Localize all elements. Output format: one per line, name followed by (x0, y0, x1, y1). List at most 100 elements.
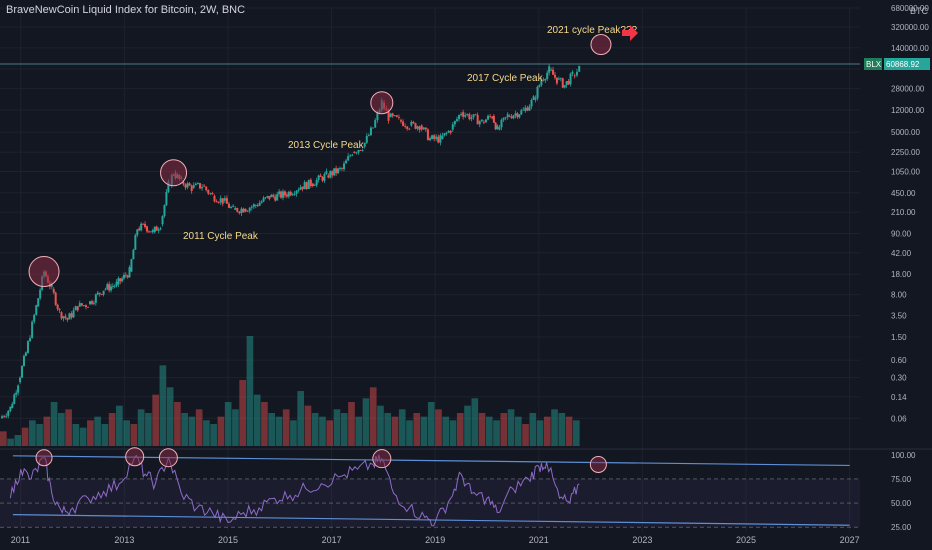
candle-body[interactable] (106, 284, 109, 289)
candle-body[interactable] (283, 191, 286, 196)
candle-body[interactable] (100, 294, 103, 295)
candle-body[interactable] (439, 135, 442, 143)
candle-body[interactable] (544, 79, 547, 81)
candle-body[interactable] (347, 156, 350, 161)
candle-body[interactable] (68, 313, 71, 320)
candle-body[interactable] (256, 205, 259, 206)
candle-body[interactable] (192, 185, 195, 188)
candle-body[interactable] (140, 223, 143, 231)
candle-body[interactable] (281, 191, 284, 198)
candle-body[interactable] (5, 415, 8, 417)
candle-body[interactable] (449, 130, 452, 133)
candle-body[interactable] (496, 125, 499, 130)
time-axis[interactable]: 2011 2013 2015 2017 2019 2021 2023 2025 2027 (11, 535, 860, 545)
candle-body[interactable] (399, 120, 402, 122)
candle-body[interactable] (361, 150, 364, 152)
candle-body[interactable] (299, 187, 302, 190)
candle-body[interactable] (203, 185, 206, 187)
candle-body[interactable] (223, 198, 226, 201)
candle-body[interactable] (186, 183, 189, 188)
candle-body[interactable] (21, 366, 24, 378)
candle-body[interactable] (369, 127, 372, 136)
candle-body[interactable] (122, 274, 125, 279)
candle-body[interactable] (113, 285, 116, 287)
candle-body[interactable] (74, 306, 77, 311)
candle-body[interactable] (512, 115, 515, 119)
candle-body[interactable] (39, 289, 42, 299)
candle-body[interactable] (526, 107, 529, 111)
candle-body[interactable] (321, 177, 324, 181)
candle-body[interactable] (211, 193, 214, 195)
candle-body[interactable] (553, 74, 556, 78)
candle-body[interactable] (484, 119, 487, 123)
candle-body[interactable] (144, 223, 147, 228)
candle-body[interactable] (11, 403, 14, 409)
candle-body[interactable] (50, 284, 53, 287)
candle-body[interactable] (389, 113, 392, 118)
candle-body[interactable] (52, 289, 55, 293)
candle-body[interactable] (500, 119, 503, 128)
candle-body[interactable] (70, 313, 73, 318)
candle-body[interactable] (510, 116, 513, 119)
candle-body[interactable] (391, 113, 394, 116)
candle-body[interactable] (15, 392, 18, 395)
candle-body[interactable] (201, 186, 204, 189)
candle-body[interactable] (557, 78, 560, 80)
candle-body[interactable] (270, 194, 273, 198)
price-badge[interactable]: BLX 60868.92 (864, 58, 930, 70)
candle-body[interactable] (311, 183, 314, 186)
candle-body[interactable] (130, 259, 133, 272)
candle-body[interactable] (376, 112, 379, 121)
candle-body[interactable] (550, 69, 553, 71)
candle-body[interactable] (244, 208, 247, 212)
candle-body[interactable] (136, 229, 139, 236)
candle-body[interactable] (254, 205, 257, 206)
candle-body[interactable] (194, 183, 197, 186)
candle-body[interactable] (565, 81, 568, 86)
candle-body[interactable] (406, 126, 409, 129)
candle-body[interactable] (431, 135, 434, 140)
candle-body[interactable] (221, 198, 224, 204)
candle-body[interactable] (445, 132, 448, 134)
candle-body[interactable] (3, 416, 6, 418)
candle-body[interactable] (117, 278, 120, 285)
candle-body[interactable] (333, 168, 336, 176)
candle-body[interactable] (458, 115, 461, 120)
candle-body[interactable] (268, 195, 271, 200)
candle-body[interactable] (134, 235, 137, 250)
candle-body[interactable] (165, 191, 168, 206)
candle-body[interactable] (54, 292, 57, 305)
candle-body[interactable] (559, 78, 562, 80)
candle-body[interactable] (110, 286, 113, 291)
candle-body[interactable] (363, 142, 366, 147)
candle-body[interactable] (317, 175, 320, 180)
candle-body[interactable] (293, 193, 296, 195)
candle-body[interactable] (494, 122, 497, 130)
candle-body[interactable] (516, 113, 519, 118)
candle-body[interactable] (196, 183, 199, 184)
candle-body[interactable] (441, 135, 444, 140)
candle-body[interactable] (546, 72, 549, 80)
candle-body[interactable] (240, 208, 243, 214)
candle-body[interactable] (447, 130, 450, 133)
candle-body[interactable] (115, 281, 118, 286)
candle-body[interactable] (460, 114, 463, 116)
candle-body[interactable] (476, 114, 479, 125)
candle-body[interactable] (387, 110, 390, 121)
candle-body[interactable] (213, 195, 216, 202)
candle-body[interactable] (236, 208, 239, 212)
candle-body[interactable] (260, 201, 263, 203)
candle-body[interactable] (266, 195, 269, 198)
candle-body[interactable] (365, 136, 368, 143)
candle-body[interactable] (323, 174, 326, 181)
candle-body[interactable] (561, 78, 564, 88)
candle-body[interactable] (19, 377, 22, 383)
candle-body[interactable] (1, 416, 4, 419)
candle-body[interactable] (151, 230, 154, 233)
candle-body[interactable] (492, 115, 495, 123)
candle-body[interactable] (315, 179, 318, 186)
candle-body[interactable] (297, 189, 300, 191)
candle-body[interactable] (13, 394, 16, 404)
candle-body[interactable] (217, 202, 220, 204)
candle-body[interactable] (542, 79, 545, 81)
